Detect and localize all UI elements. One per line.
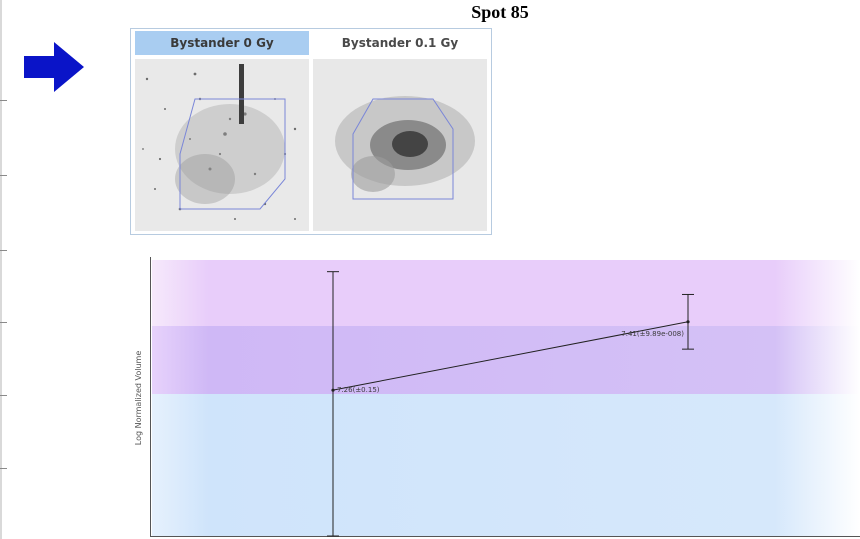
error-bar-0 bbox=[327, 272, 339, 536]
data-point-1 bbox=[686, 320, 689, 323]
data-label-1: 7.41(±9.89e-008) bbox=[621, 330, 684, 338]
data-point-0 bbox=[331, 389, 334, 392]
data-label-0: 7.26(±0.15) bbox=[337, 386, 380, 394]
